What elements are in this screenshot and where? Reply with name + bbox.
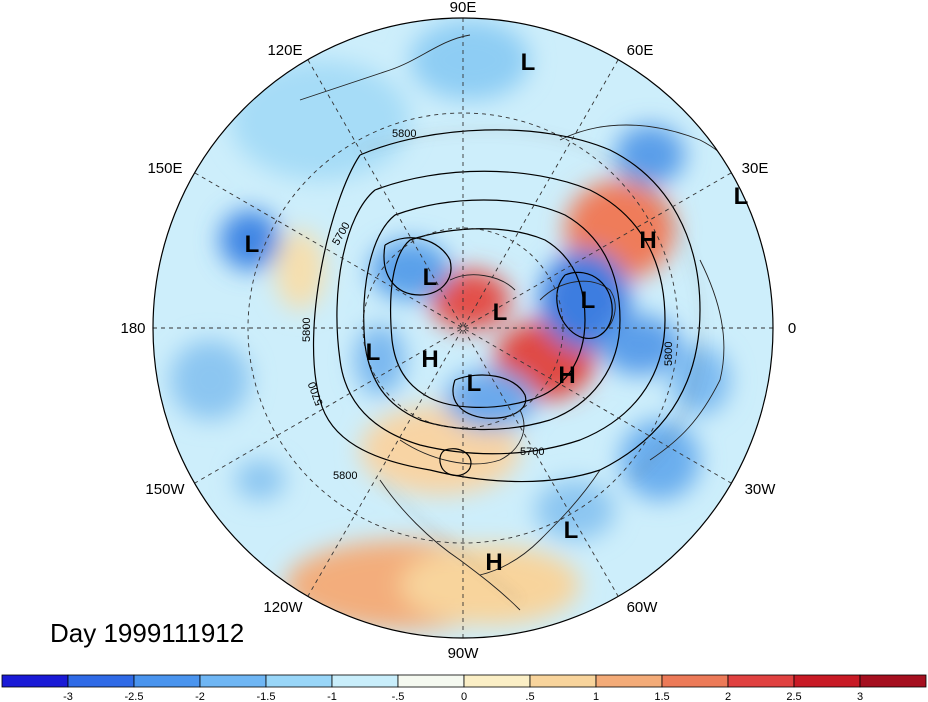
colorbar-swatch (859, 674, 927, 688)
lon-label-60e: 60E (627, 42, 654, 59)
contour-label: 5800 (392, 128, 416, 140)
high-pressure-marker: H (639, 227, 656, 254)
low-pressure-marker: L (423, 264, 438, 291)
longitude-labels: 90E 60E 30E 0 30W 60W 90W 120W 150W 180 … (120, 0, 796, 662)
colorbar-swatch (463, 674, 531, 688)
low-pressure-marker: L (734, 183, 749, 210)
lon-label-180: 180 (120, 320, 145, 337)
lon-label-120e: 120E (267, 42, 302, 59)
colorbar-swatch (727, 674, 795, 688)
lon-label-0: 0 (788, 320, 796, 337)
height-contours (312, 129, 701, 483)
lon-label-150e: 150E (147, 160, 182, 177)
colorbar-tick-label: -3 (63, 691, 73, 702)
low-pressure-marker: L (493, 299, 508, 326)
lon-label-150w: 150W (145, 481, 185, 498)
colorbar-swatch (595, 674, 663, 688)
high-pressure-marker: H (558, 362, 575, 389)
colorbar-tick-label: -.5 (392, 691, 405, 702)
lon-label-60w: 60W (627, 599, 659, 616)
polar-map: 90E 60E 30E 0 30W 60W 90W 120W 150W 180 … (120, 0, 796, 662)
colorbar-swatch (793, 674, 861, 688)
lon-label-90w: 90W (448, 645, 480, 662)
colorbar-tick-label: 0 (461, 691, 467, 702)
colorbar-swatch (661, 674, 729, 688)
colorbar-swatch (529, 674, 597, 688)
low-pressure-marker: L (245, 231, 260, 258)
colorbar-swatch (331, 674, 399, 688)
colorbar-swatch (67, 674, 135, 688)
contour-label: 5700 (520, 446, 544, 458)
colorbar-tick-label: -2.5 (125, 691, 144, 702)
low-pressure-marker: L (521, 49, 536, 76)
lon-label-30e: 30E (742, 160, 769, 177)
contour-label: 5800 (663, 342, 675, 366)
lon-label-120w: 120W (263, 599, 303, 616)
contour-label: 5800 (301, 318, 313, 342)
low-pressure-marker: L (366, 339, 381, 366)
colorbar-tick-label: 2 (725, 691, 731, 702)
pressure-systems: L L L L L L L L L L H H H H (245, 49, 749, 576)
colorbar-swatch (133, 674, 201, 688)
colorbar-tick-label: 3 (857, 691, 863, 702)
low-pressure-marker: L (564, 517, 579, 544)
colorbar-swatch (265, 674, 333, 688)
lat-lon-grid (153, 18, 773, 638)
high-pressure-marker: H (485, 549, 502, 576)
colorbar-tick-label: -1 (327, 691, 337, 702)
anomaly-field (153, 18, 773, 638)
colorbar-tick-label: 1 (593, 691, 599, 702)
colorbar-swatch (1, 674, 69, 688)
colorbar: -3 -2.5 -2 -1.5 -1 -.5 0 .5 1 1.5 2 2.5 3 (1, 674, 927, 702)
date-label: Day 1999111912 (50, 618, 245, 648)
colorbar-tick-label: -2 (195, 691, 205, 702)
colorbar-swatch (199, 674, 267, 688)
colorbar-tick-label: 1.5 (654, 691, 669, 702)
map-boundary (152, 17, 774, 639)
contour-label: 5800 (333, 470, 357, 482)
colorbar-tick-label: .5 (525, 691, 534, 702)
colorbar-tick-label: 2.5 (786, 691, 801, 702)
low-pressure-marker: L (467, 370, 482, 397)
high-pressure-marker: H (421, 346, 438, 373)
lon-label-90e: 90E (450, 0, 477, 16)
lon-label-30w: 30W (745, 481, 777, 498)
low-pressure-marker: L (581, 287, 596, 314)
colorbar-swatch (397, 674, 465, 688)
colorbar-tick-label: -1.5 (257, 691, 276, 702)
